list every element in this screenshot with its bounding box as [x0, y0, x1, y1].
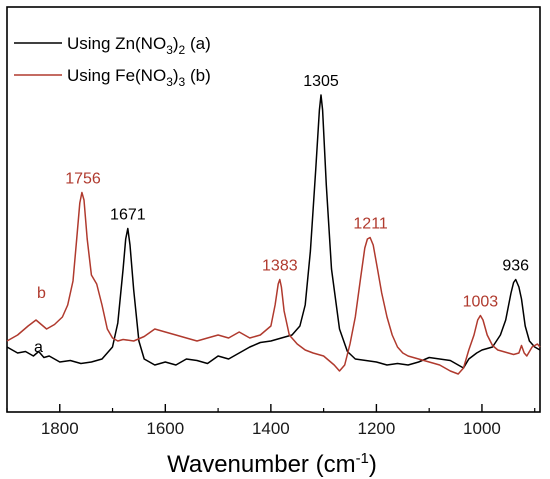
x-tick-label-1800: 1800 [41, 419, 79, 438]
x-axis-title: Wavenumber (cm-1) [167, 450, 377, 478]
legend: Using Zn(NO3)2 (a) Using Fe(NO3)3 (b) [14, 34, 211, 89]
curve-label-b: b [37, 285, 46, 302]
peak-label-936: 936 [502, 258, 529, 275]
curve-label-a: a [34, 339, 43, 356]
series-line-b [6, 191, 541, 375]
series-line-a [6, 94, 541, 369]
x-tick-label-1400: 1400 [252, 419, 290, 438]
series-layer [6, 94, 541, 375]
peak-label-1671: 1671 [110, 207, 146, 224]
x-tick-label-1200: 1200 [357, 419, 395, 438]
peak-label-1756: 1756 [65, 171, 101, 188]
x-tick-label-1600: 1600 [146, 419, 184, 438]
x-axis: 1800 1600 1400 1200 1000 [6, 404, 536, 438]
peak-labels: 1671 1305 936 1756 1383 1211 1003 [65, 73, 529, 311]
peak-label-1305: 1305 [303, 73, 339, 90]
peak-label-1003: 1003 [463, 294, 499, 311]
legend-label-b: Using Fe(NO3)3 (b) [67, 66, 211, 89]
peak-label-1211: 1211 [353, 216, 388, 233]
peak-label-1383: 1383 [262, 258, 298, 275]
plot-frame [6, 6, 541, 413]
x-tick-label-1000: 1000 [463, 419, 501, 438]
legend-label-a: Using Zn(NO3)2 (a) [67, 34, 211, 57]
